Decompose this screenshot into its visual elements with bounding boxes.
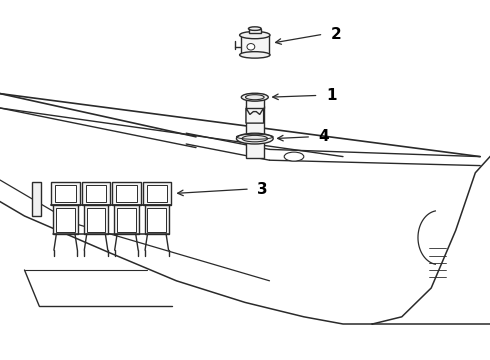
Bar xyxy=(147,208,166,232)
Bar xyxy=(117,208,136,232)
Ellipse shape xyxy=(284,152,304,161)
Bar xyxy=(55,185,76,202)
Ellipse shape xyxy=(242,135,268,142)
Ellipse shape xyxy=(245,95,264,100)
Bar xyxy=(114,205,139,234)
Ellipse shape xyxy=(237,133,273,144)
Bar xyxy=(143,182,171,205)
Bar xyxy=(246,106,264,158)
Bar xyxy=(116,185,137,202)
Ellipse shape xyxy=(248,27,261,31)
Text: 4: 4 xyxy=(318,129,329,144)
Text: 2: 2 xyxy=(331,27,342,42)
Bar xyxy=(86,185,106,202)
Bar xyxy=(246,94,264,108)
Text: 3: 3 xyxy=(257,181,268,197)
Bar xyxy=(145,205,169,234)
Ellipse shape xyxy=(242,93,269,101)
Ellipse shape xyxy=(247,44,255,50)
Polygon shape xyxy=(246,108,264,123)
Text: 1: 1 xyxy=(326,88,336,103)
Ellipse shape xyxy=(240,32,270,39)
Bar xyxy=(53,205,78,234)
Bar xyxy=(82,182,110,205)
Bar xyxy=(84,205,108,234)
Bar xyxy=(249,29,261,33)
Bar xyxy=(87,208,105,232)
Bar xyxy=(147,185,167,202)
Ellipse shape xyxy=(240,52,270,58)
Bar xyxy=(241,35,269,55)
Bar xyxy=(112,182,141,205)
Bar xyxy=(56,208,75,232)
Bar xyxy=(32,182,41,216)
Bar xyxy=(51,182,80,205)
